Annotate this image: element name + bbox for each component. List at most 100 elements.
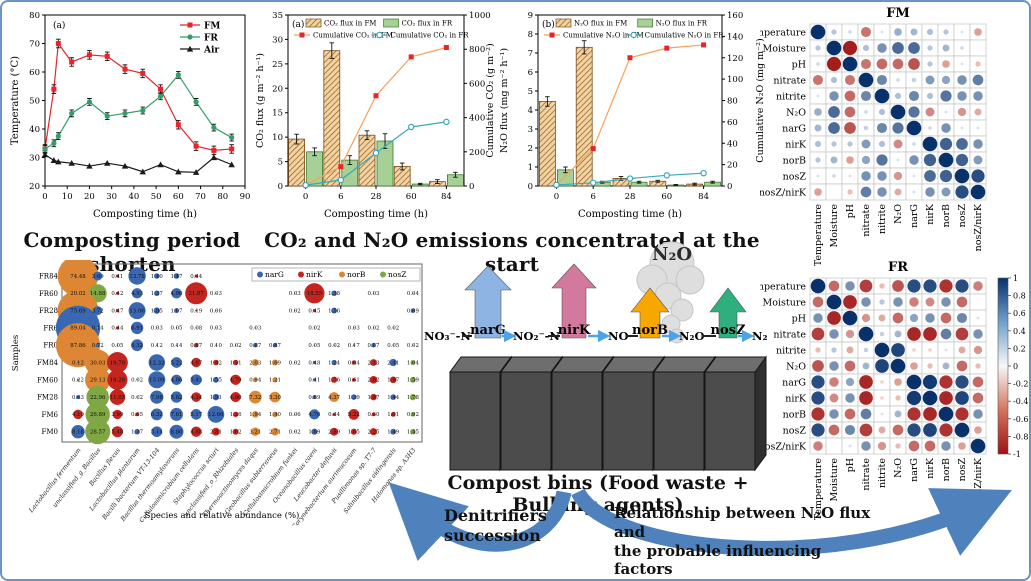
corr-cell — [955, 279, 969, 293]
bubble-value: 4.76 — [308, 412, 321, 418]
corr-cell — [940, 328, 952, 340]
corr-cell — [860, 186, 872, 198]
bubble-value: 12.32 — [149, 360, 164, 366]
col-label-norB: norB — [941, 204, 952, 227]
svg-text:5: 5 — [278, 158, 283, 168]
bubble-value: 0.05 — [387, 343, 400, 349]
bubble-FR6-6 — [175, 327, 178, 329]
row-label-N₂O: N₂O — [786, 362, 806, 373]
marker-square — [549, 32, 555, 38]
bubble-value: 4.88 — [190, 430, 203, 436]
corr-cell — [831, 141, 837, 147]
svg-text:0: 0 — [278, 182, 283, 192]
marker-square — [175, 122, 181, 128]
col-label-nitrite: nitrite — [877, 458, 888, 488]
bubble-value: 3.21 — [249, 430, 261, 436]
bubble-value: 0.41 — [308, 378, 320, 384]
compost-bin — [500, 371, 552, 471]
bubble-value: 1.85 — [151, 308, 164, 314]
right-arrow-text: Relationship between N₂O flux and the pr… — [614, 504, 874, 579]
corr-cell — [827, 311, 841, 325]
bubble-FR28-14 — [331, 307, 338, 314]
corr-cell — [826, 40, 842, 56]
svg-text:20: 20 — [29, 182, 40, 192]
bubble-FR6-8 — [215, 327, 217, 329]
corr-cell — [890, 104, 906, 120]
bubble-FM6-18 — [410, 412, 416, 417]
marker-triangle — [210, 154, 218, 161]
bubble-FR6-15 — [353, 327, 355, 329]
bubble-FM0-4 — [134, 428, 140, 435]
compost-bin — [602, 371, 654, 471]
bubble-value: 3.72 — [92, 308, 104, 314]
svg-text:60: 60 — [727, 118, 738, 128]
corr_fr-svg: FRTemperatureTemperatureMoistureMoisture… — [744, 260, 1029, 520]
svg-text:20: 20 — [272, 84, 283, 94]
marker-triangle — [104, 160, 111, 166]
row-label-pH: pH — [792, 60, 806, 71]
bubble-FM28-18 — [409, 393, 417, 401]
svg-text:30: 30 — [272, 35, 283, 45]
corr-cell — [927, 45, 933, 51]
sample-label-FR60: FR60 — [39, 290, 58, 298]
corr-cell — [955, 375, 969, 389]
bubble-FR84-3 — [115, 274, 119, 278]
bubble-FR60-6 — [171, 288, 182, 299]
bubble-value: 1.42 — [210, 360, 222, 366]
corr-cell — [874, 342, 890, 358]
bubble-FR0-5 — [155, 344, 158, 347]
corr-cell — [814, 140, 822, 148]
bubble-FM0-9 — [232, 428, 239, 435]
corr-cell — [843, 295, 857, 309]
bubble-FM0-3 — [111, 426, 123, 438]
bubble-value: 1.69 — [308, 430, 321, 436]
svg-text:40: 40 — [29, 125, 40, 135]
corr-cell — [894, 92, 902, 100]
bubble-FM6-9 — [232, 411, 239, 418]
bubble-value: 0.02 — [131, 378, 143, 384]
corr-cell — [940, 90, 952, 102]
col-label-nitrite: nitrite — [877, 204, 888, 234]
corr-cell — [863, 125, 869, 131]
bubble-value: 0.03 — [348, 326, 361, 332]
bubble-value: 75.69 — [70, 308, 86, 314]
marker-circle — [86, 99, 93, 105]
corr-cell — [832, 174, 836, 178]
corr-cell — [955, 407, 969, 421]
bubble-value: 12.66 — [208, 412, 224, 418]
row-label-nirK: nirK — [785, 394, 807, 405]
svg-text:10: 10 — [62, 192, 73, 202]
corr-cell — [842, 310, 858, 326]
bubble-value: 0.12 — [72, 360, 84, 366]
bubble-FM6-2 — [85, 402, 110, 427]
bubble-FM84-11 — [271, 359, 279, 366]
bubble-value: 0.03 — [210, 326, 223, 332]
col-label-N₂O: N₂O — [893, 204, 904, 224]
bubble-FR60-18 — [412, 292, 414, 294]
col-label-nirK: nirK — [925, 203, 936, 225]
gene-label-narG: narG — [470, 323, 506, 338]
svg-text:800: 800 — [469, 45, 485, 55]
corr-cell — [927, 61, 933, 67]
x-axis-label: Composting time (h) — [324, 209, 428, 220]
svg-text:160: 160 — [727, 11, 743, 21]
bubble-FR0-6 — [175, 344, 178, 347]
corr-cell — [893, 139, 903, 149]
svg-text:7: 7 — [528, 49, 533, 59]
col-label-pH: pH — [845, 458, 856, 472]
corr-cell — [928, 126, 932, 130]
bubble-FM6-13 — [309, 409, 320, 420]
marker-triangle — [86, 162, 93, 169]
bar-N₂O flux in FM — [539, 101, 556, 187]
marker-square — [193, 143, 199, 149]
corr-cell — [911, 77, 917, 83]
corr-cell — [954, 422, 970, 438]
svg-text:100: 100 — [727, 75, 743, 85]
sample-label-FR84: FR84 — [39, 273, 59, 281]
bubble-value: 1.07 — [170, 308, 183, 314]
corr-cell — [906, 120, 922, 136]
bubble-FM0-12 — [294, 431, 296, 433]
bubble-FM60-8 — [212, 376, 219, 383]
corr-cell — [858, 72, 874, 88]
row-label-nirK: nirK — [785, 140, 807, 151]
